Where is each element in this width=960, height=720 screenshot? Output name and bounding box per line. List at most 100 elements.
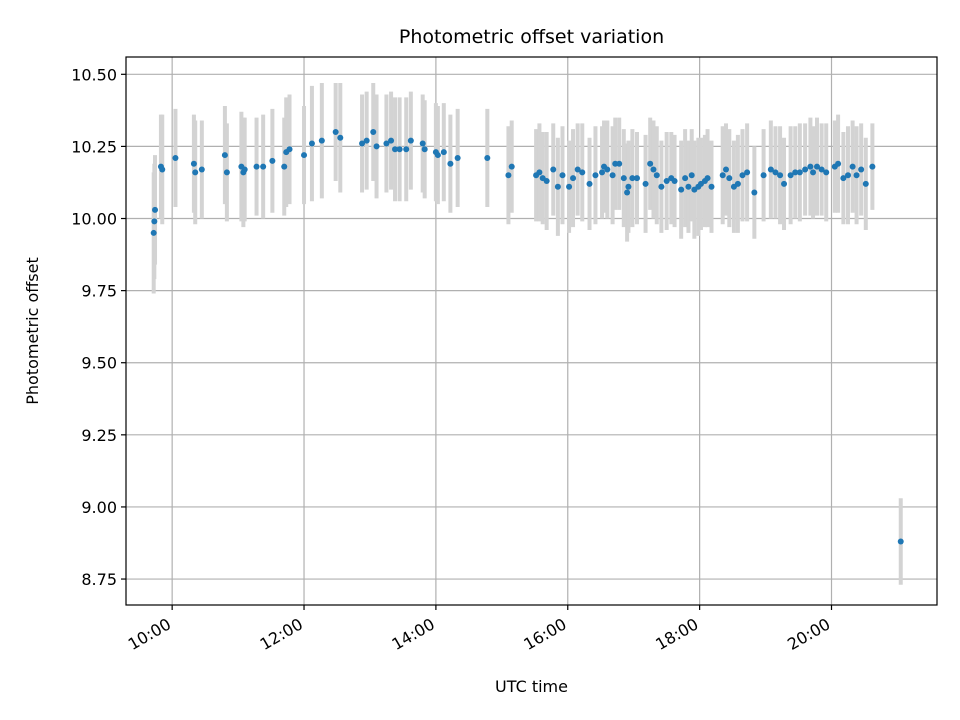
data-point-117 [869,163,876,170]
data-point-36 [421,146,428,153]
data-point-13 [241,166,248,173]
y-tick-label-6: 10.25 [71,137,117,156]
y-tick-label-1: 9.00 [81,498,117,517]
data-point-115 [858,166,865,173]
data-point-79 [685,183,692,190]
data-point-31 [392,146,399,153]
data-point-94 [751,189,758,196]
data-point-103 [802,166,809,173]
data-point-85 [704,175,711,182]
data-point-6 [190,160,197,167]
data-point-118 [897,538,904,545]
data-point-58 [599,169,606,176]
data-point-76 [671,178,678,185]
data-point-66 [625,183,632,190]
data-point-9 [221,152,228,159]
data-point-96 [767,166,774,173]
data-point-61 [609,172,616,179]
data-point-88 [723,166,730,173]
data-point-43 [505,172,512,179]
data-point-16 [269,157,276,164]
data-point-65 [624,189,631,196]
data-point-7 [192,169,199,176]
data-point-104 [807,163,814,170]
data-point-28 [373,143,380,150]
data-point-4 [159,166,166,173]
y-axis-title: Photometric offset [23,257,42,405]
data-point-74 [663,178,670,185]
data-point-77 [678,186,685,193]
data-point-20 [301,152,308,159]
data-point-22 [318,137,325,144]
data-point-101 [792,169,799,176]
data-point-64 [620,175,627,182]
data-point-93 [744,169,751,176]
data-point-106 [813,163,820,170]
data-point-114 [853,172,860,179]
data-point-71 [650,166,657,173]
data-point-55 [579,169,586,176]
data-point-27 [370,128,377,135]
data-point-111 [840,175,847,182]
data-point-32 [396,146,403,153]
data-point-68 [633,175,640,182]
data-point-53 [570,175,577,182]
data-point-39 [440,149,447,156]
y-tick-label-0: 8.75 [81,570,117,589]
x-axis-title: UTC time [495,677,568,696]
data-point-105 [810,169,817,176]
data-point-35 [419,140,426,147]
data-point-92 [739,172,746,179]
data-point-42 [484,154,491,161]
y-tick-label-3: 9.50 [81,354,117,373]
data-point-19 [286,146,293,153]
chart-title: Photometric offset variation [399,26,664,48]
data-point-60 [604,166,611,173]
data-point-38 [434,152,441,159]
data-point-25 [359,140,366,147]
y-tick-label-4: 9.75 [81,282,117,301]
data-point-73 [658,183,665,190]
y-tick-label-7: 10.50 [71,65,117,84]
data-point-49 [550,166,557,173]
data-point-15 [260,163,267,170]
data-point-2 [152,206,159,213]
data-point-69 [642,180,649,187]
data-point-95 [760,172,767,179]
data-point-34 [407,137,414,144]
data-point-48 [543,178,550,185]
data-point-107 [818,166,825,173]
data-point-24 [337,134,344,141]
data-point-98 [777,172,784,179]
data-point-86 [708,183,715,190]
plot-frame [125,56,938,606]
data-point-97 [772,169,779,176]
data-point-10 [223,169,230,176]
data-point-102 [796,169,803,176]
data-point-54 [574,166,581,173]
data-point-52 [566,183,573,190]
data-point-108 [823,169,830,176]
data-point-113 [849,163,856,170]
data-point-33 [403,146,410,153]
data-point-87 [719,172,726,179]
data-point-17 [281,163,288,170]
data-points [150,128,904,545]
data-point-0 [150,229,157,236]
data-point-26 [363,137,370,144]
data-point-99 [781,180,788,187]
data-point-89 [726,175,733,182]
data-point-14 [253,163,260,170]
data-point-40 [447,160,454,167]
data-point-100 [787,172,794,179]
data-point-21 [308,140,315,147]
data-point-8 [198,166,205,173]
data-point-23 [332,128,339,135]
data-point-5 [172,154,179,161]
data-point-46 [536,169,543,176]
data-point-63 [616,160,623,167]
data-point-112 [844,172,851,179]
data-point-50 [554,183,561,190]
y-tick-label-2: 9.25 [81,426,117,445]
